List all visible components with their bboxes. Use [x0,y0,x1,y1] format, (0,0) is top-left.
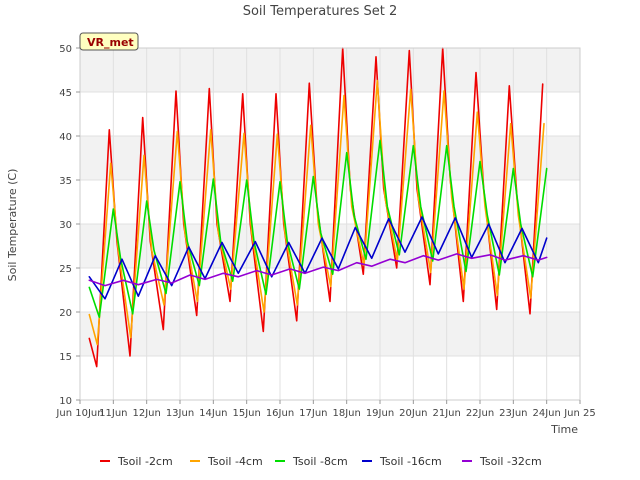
plot-bands [80,48,580,400]
legend-label: Tsoil -8cm [292,455,348,468]
vr-met-badge: VR_met [79,32,139,51]
x-tick-label: 13Jun [166,408,194,419]
y-tick-label: 40 [59,132,72,143]
plot-band [80,312,580,356]
plot-band [80,136,580,180]
legend-label: Tsoil -4cm [207,455,263,468]
y-tick-label: 25 [59,264,72,275]
x-tick-label: 20Jun [399,408,427,419]
y-axis-label: Soil Temperature (C) [6,169,19,282]
legend: Tsoil -2cm Tsoil -4cm Tsoil -8cm Tsoil -16c… [100,455,542,468]
plot-band [80,92,580,136]
x-tick-label: 23Jun [499,408,527,419]
y-tick-label: 35 [59,176,72,187]
y-tick-label: 30 [59,220,72,231]
x-tick-label: Jun 25 [563,408,596,419]
x-tick-label: 16Jun [266,408,294,419]
y-tick-label: 20 [59,308,72,319]
series-line-3 [88,139,548,319]
y-tick-label: 45 [59,88,72,99]
x-tick-label: Jun 10Jun [55,408,103,419]
badge-box [79,32,139,51]
x-tick-label: 21Jun [432,408,460,419]
series-line-4 [88,216,548,300]
plot-band [80,180,580,224]
x-tick-label: 11Jun [99,408,127,419]
y-tick-label: 50 [59,44,72,55]
x-tick-label: 12Jun [132,408,160,419]
y-tick-label: 10 [59,396,72,407]
badge-label: VR_met [87,36,134,49]
x-tick-label: 24Jun [532,408,560,419]
x-tick-label: 18Jun [332,408,360,419]
x-tick-label: 19Jun [366,408,394,419]
x-tick-label: 22Jun [466,408,494,419]
chart-title: Soil Temperatures Set 2 [243,4,398,19]
series-lines [88,47,548,368]
legend-label: Tsoil -32cm [479,455,542,468]
legend-label: Tsoil -16cm [379,455,442,468]
plot-band [80,356,580,400]
plot-band [80,48,580,92]
series-line-2 [88,79,545,346]
series-line-5 [88,253,548,287]
x-tick-label: 15Jun [232,408,260,419]
y-tick-label: 15 [59,352,72,363]
x-tick-label: 17Jun [299,408,327,419]
y-axis-ticks: 10 15 20 25 30 35 40 45 50 [59,44,80,407]
legend-label: Tsoil -2cm [117,455,173,468]
x-tick-label: 14Jun [199,408,227,419]
x-axis-label: Time [550,423,578,436]
